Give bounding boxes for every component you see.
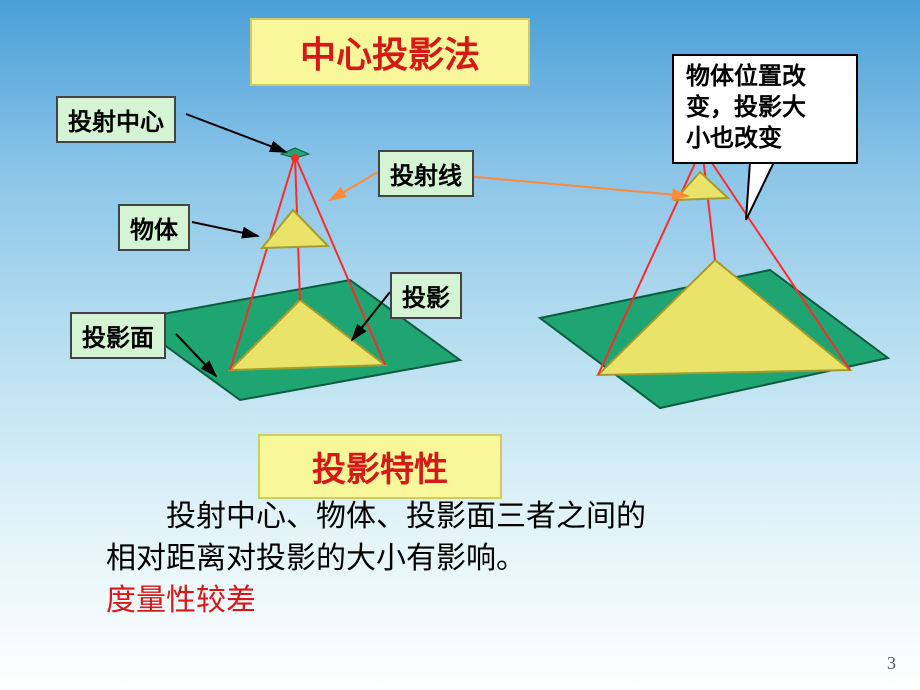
page-number: 3	[887, 653, 896, 674]
callout-position-change: 物体位置改 变，投影大 小也改变	[672, 54, 858, 164]
label-projection-plane: 投影面	[70, 312, 166, 359]
section-title-text: 投影特性	[312, 452, 448, 489]
label-object: 物体	[118, 204, 190, 251]
section-title: 投影特性	[258, 434, 502, 499]
body-line-2: 相对距离对投影的大小有影响。	[106, 538, 646, 580]
label-projection-ray: 投射线	[378, 150, 474, 197]
body-line-1: 投射中心、物体、投影面三者之间的	[106, 496, 646, 538]
diagram-right	[520, 130, 910, 430]
label-projection: 投影	[390, 272, 462, 319]
label-projection-center: 投射中心	[56, 96, 176, 143]
main-title-text: 中心投影法	[300, 35, 480, 75]
body-paragraph: 投射中心、物体、投影面三者之间的 相对距离对投影的大小有影响。 度量性较差	[106, 496, 646, 622]
body-line-3: 度量性较差	[106, 580, 646, 622]
main-title: 中心投影法	[250, 18, 530, 86]
